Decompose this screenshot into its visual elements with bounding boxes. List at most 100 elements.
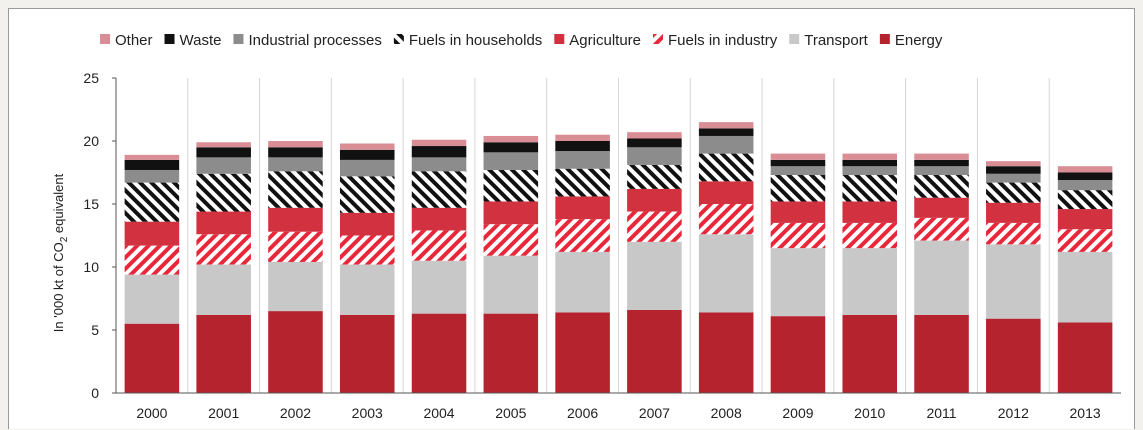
bar-segment-transport-2003 <box>339 264 395 315</box>
bar-segment-industrial-processes-2012 <box>986 173 1041 183</box>
bar-segment-waste-2012 <box>986 166 1041 174</box>
x-tick-label: 2012 <box>998 405 1029 421</box>
bar-segment-energy-2002 <box>268 311 323 393</box>
legend-swatch-fuels-in-households <box>393 34 404 44</box>
category-separators <box>187 78 1050 393</box>
bar-segment-energy-2005 <box>483 313 539 393</box>
y-tick-label: 25 <box>83 70 99 86</box>
bar-segment-other-2003 <box>339 143 395 150</box>
bar-segment-other-2010 <box>842 153 898 160</box>
bar-segment-other-2009 <box>770 153 826 160</box>
legend-swatch-transport <box>789 34 800 44</box>
bar-segment-waste-2003 <box>339 149 395 160</box>
x-tick-label: 2000 <box>136 405 167 421</box>
y-axis-label-tail: equivalent <box>51 173 66 236</box>
bar-segment-other-2000 <box>124 154 180 160</box>
bar-segment-agriculture-2012 <box>986 202 1041 223</box>
bar-segment-energy-2000 <box>124 323 180 393</box>
bar-segment-industrial-processes-2004 <box>411 157 467 172</box>
bar-segment-waste-2010 <box>842 159 898 167</box>
bar-segment-transport-2002 <box>268 261 323 312</box>
chart-frame: Other Waste Industrial processes Fuels in h… <box>8 8 1135 429</box>
bar-segment-agriculture-2001 <box>196 211 251 235</box>
legend-swatch-industrial-processes <box>233 34 244 44</box>
x-tick-label: 2008 <box>711 405 742 421</box>
bar-segment-industrial-processes-2010 <box>842 166 898 176</box>
bar-segment-waste-2007 <box>627 138 682 148</box>
bar-segment-fuels-in-households-2009 <box>770 175 826 202</box>
y-tick-label: 15 <box>83 196 99 212</box>
bar-segment-agriculture-2007 <box>627 188 682 212</box>
y-tick-label: 5 <box>91 322 99 338</box>
bar-segment-fuels-in-industry-2000 <box>124 245 180 275</box>
bar-segment-industrial-processes-2009 <box>770 166 826 176</box>
legend-swatch-agriculture <box>554 34 565 44</box>
bar-segment-fuels-in-industry-2011 <box>914 217 969 241</box>
y-axis-label-subscript: 2 <box>59 236 70 242</box>
bar-segment-fuels-in-households-2004 <box>411 171 467 208</box>
bar-segment-fuels-in-industry-2006 <box>555 219 610 252</box>
bar-segment-industrial-processes-2006 <box>555 151 610 169</box>
bar-segment-waste-2004 <box>411 146 467 158</box>
bar-segment-other-2002 <box>268 141 323 148</box>
bar-segment-energy-2004 <box>411 313 467 393</box>
bar-segment-industrial-processes-2003 <box>339 159 395 177</box>
bar-segment-other-2007 <box>627 132 682 139</box>
bar-segment-fuels-in-households-2005 <box>483 169 539 202</box>
bar-segment-agriculture-2013 <box>1057 209 1113 230</box>
legend-swatch-waste <box>164 34 175 44</box>
bar-segment-fuels-in-households-2002 <box>268 171 323 208</box>
y-tick-label: 10 <box>83 259 99 275</box>
bar-segment-waste-2001 <box>196 147 251 158</box>
y-axis-label-main: In '000 kt of CO <box>51 242 66 332</box>
bar-segment-agriculture-2000 <box>124 221 180 246</box>
bar-segment-energy-2008 <box>698 312 754 393</box>
bar-segment-fuels-in-households-2000 <box>124 182 180 222</box>
bar-segment-energy-2007 <box>627 309 682 393</box>
bar-segment-waste-2008 <box>698 128 754 136</box>
bar-segment-transport-2013 <box>1057 251 1113 323</box>
bar-segment-transport-2012 <box>986 244 1041 319</box>
bar-segment-energy-2009 <box>770 316 826 393</box>
bar-segment-agriculture-2009 <box>770 201 826 223</box>
bar-segment-other-2006 <box>555 134 610 141</box>
bar-segment-transport-2001 <box>196 264 251 315</box>
bar-segment-industrial-processes-2005 <box>483 152 539 170</box>
y-tick-label: 0 <box>91 385 99 401</box>
x-tick-label: 2007 <box>639 405 670 421</box>
bar-segment-other-2008 <box>698 122 754 129</box>
legend-swatch-other <box>100 34 110 44</box>
bar-segment-transport-2007 <box>627 241 682 310</box>
legend-label-other: Other <box>115 32 153 49</box>
x-tick-label: 2011 <box>926 405 956 421</box>
bar-segment-fuels-in-households-2007 <box>627 164 682 189</box>
legend-label-waste: Waste <box>180 32 222 49</box>
bar-segment-fuels-in-households-2010 <box>842 175 898 202</box>
y-tick-label: 20 <box>83 133 99 149</box>
bar-segment-fuels-in-industry-2010 <box>842 222 898 249</box>
bar-segment-fuels-in-households-2013 <box>1057 190 1113 210</box>
bar-segment-fuels-in-industry-2002 <box>268 231 323 262</box>
bar-segment-industrial-processes-2007 <box>627 147 682 165</box>
legend-label-agriculture: Agriculture <box>569 32 641 49</box>
bar-segment-energy-2010 <box>842 314 898 393</box>
x-tick-label: 2005 <box>495 405 526 421</box>
bar-segment-industrial-processes-2000 <box>124 169 180 183</box>
bar-segment-energy-2001 <box>196 314 251 393</box>
bar-segment-industrial-processes-2013 <box>1057 180 1113 191</box>
x-tick-label: 2003 <box>352 405 383 421</box>
bar-segment-other-2005 <box>483 135 539 143</box>
legend: Other Waste Industrial processes Fuels in h… <box>100 32 943 49</box>
bar-segment-other-2012 <box>986 161 1041 167</box>
bar-segment-energy-2011 <box>914 314 969 393</box>
bar-segment-energy-2013 <box>1057 322 1113 393</box>
bar-segment-other-2001 <box>196 142 251 148</box>
x-tick-label: 2004 <box>423 405 454 421</box>
bar-segment-energy-2003 <box>339 314 395 393</box>
bar-segment-transport-2005 <box>483 255 539 314</box>
bar-segment-transport-2009 <box>770 248 826 317</box>
bar-segment-waste-2000 <box>124 159 180 170</box>
bar-segment-agriculture-2002 <box>268 207 323 232</box>
x-tick-label: 2002 <box>280 405 311 421</box>
bar-segment-agriculture-2006 <box>555 196 610 220</box>
